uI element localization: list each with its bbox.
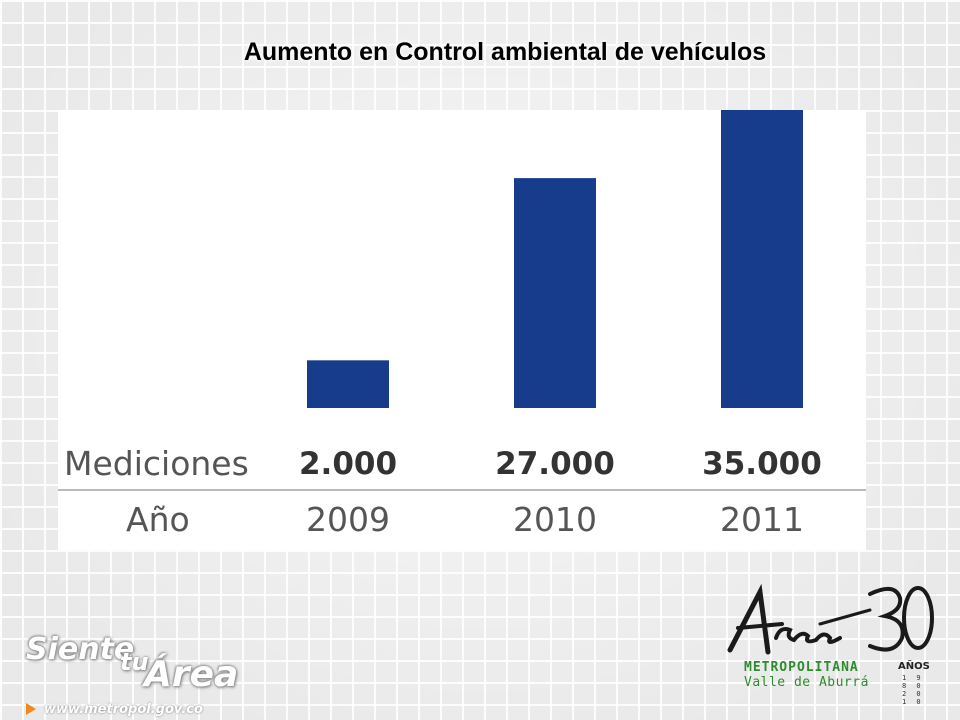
row-label-values: Mediciones (64, 444, 249, 483)
category-label-2010: 2010 (513, 500, 597, 539)
slogan-siente-tu-area: Siente tu Área (22, 632, 262, 695)
logo-metropolitana: METROPOLITANA (744, 660, 859, 675)
area-metropolitana-logo: METROPOLITANA Valle de Aburrá AÑOS 1 9 8… (720, 580, 950, 706)
slogan-area: Área (144, 654, 239, 695)
chart-panel: Mediciones Año 2.000 2009 27.000 2010 35.000… (58, 110, 866, 550)
area-30-logo-icon (727, 583, 934, 655)
bar-2009 (307, 360, 389, 408)
website-url[interactable]: www.metropol.gov.co (44, 701, 203, 717)
logo-anos: AÑOS (898, 661, 930, 672)
category-label-2011: 2011 (720, 500, 804, 539)
slide-title: Aumento en Control ambiental de vehículo… (243, 38, 767, 66)
logo-valle-de-aburra: Valle de Aburrá (744, 675, 869, 690)
bar-chart: Mediciones Año 2.000 2009 27.000 2010 35.000… (58, 110, 866, 539)
value-label-2009: 2.000 (299, 446, 397, 482)
labels-layer: 2.000 2009 27.000 2010 35.000 2011 (299, 446, 822, 539)
value-label-2011: 35.000 (702, 446, 822, 482)
logo-years: 1 9 8 0 2 0 1 0 (902, 674, 924, 706)
bar-2011 (721, 110, 803, 408)
value-label-2010: 27.000 (495, 446, 615, 482)
slogan-tu: tu (120, 648, 149, 676)
arrow-icon (26, 703, 36, 715)
row-label-categories: Año (126, 500, 190, 539)
bar-2010 (514, 178, 596, 408)
bars-layer (307, 110, 803, 408)
website-link[interactable]: www.metropol.gov.co (26, 701, 203, 717)
category-label-2009: 2009 (306, 500, 390, 539)
slogan-siente: Siente (26, 632, 135, 667)
